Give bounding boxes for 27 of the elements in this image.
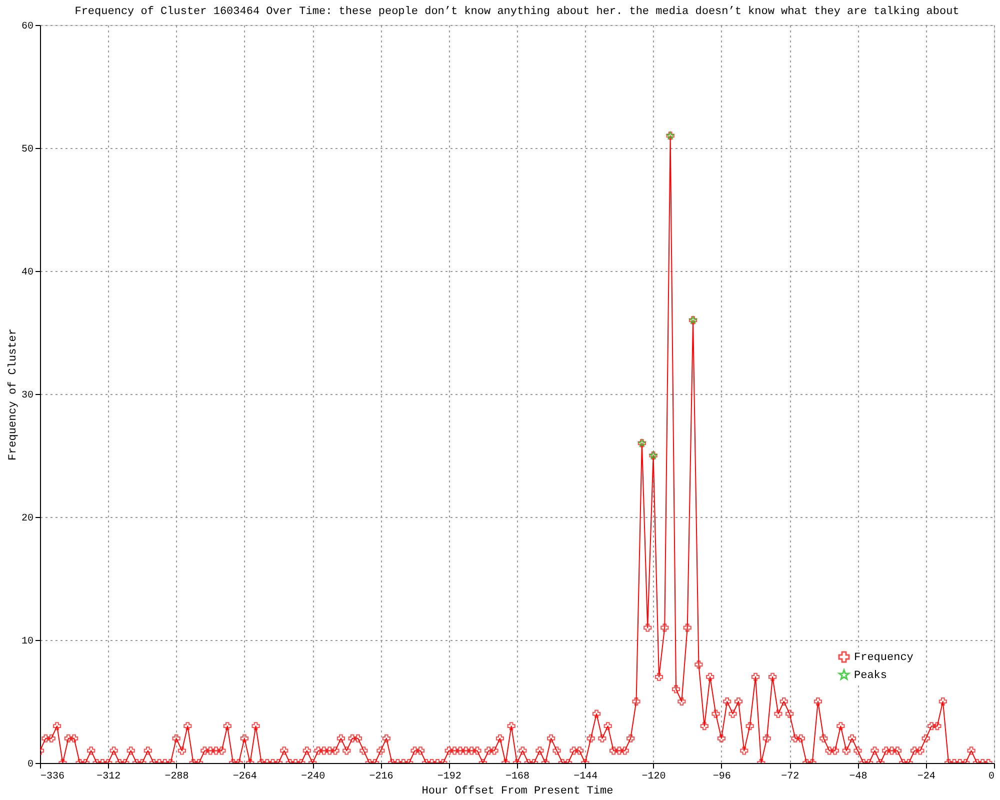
x-tick-label: −264: [232, 772, 257, 782]
y-tick-label: 0: [27, 760, 34, 770]
y-tick-label: 30: [21, 390, 34, 402]
x-tick-label: −336: [40, 772, 65, 782]
legend-label: Peaks: [854, 670, 888, 682]
x-tick-label: −72: [781, 772, 800, 782]
x-tick-label: −168: [505, 772, 530, 782]
x-tick-label: −192: [437, 772, 462, 782]
x-tick-label: −216: [369, 772, 394, 782]
x-tick-label: −48: [849, 772, 868, 782]
x-tick-label: −24: [917, 772, 936, 782]
y-tick-label: 40: [21, 268, 34, 278]
y-tick-label: 60: [21, 22, 34, 32]
x-tick-label: −120: [642, 772, 666, 782]
x-tick-label: −312: [96, 772, 121, 782]
y-tick-label: 20: [21, 514, 34, 524]
chart-title: Frequency of Cluster 1603464 Over Time: these people don’t know anything about her. the media doesn’t know what they are talking about: [74, 6, 960, 18]
x-tick-label: −96: [712, 772, 731, 782]
legend-label: Frequency: [854, 652, 914, 664]
y-tick-label: 10: [21, 636, 34, 648]
x-axis-title: Hour Offset From Present Time: [422, 786, 614, 798]
x-tick-label: −240: [301, 772, 326, 782]
x-tick-label: 0: [988, 772, 994, 782]
x-tick-label: −288: [164, 772, 189, 782]
y-axis-title: Frequency of Cluster: [8, 328, 20, 461]
y-tick-label: 50: [21, 144, 34, 156]
x-tick-label: −144: [574, 772, 598, 782]
